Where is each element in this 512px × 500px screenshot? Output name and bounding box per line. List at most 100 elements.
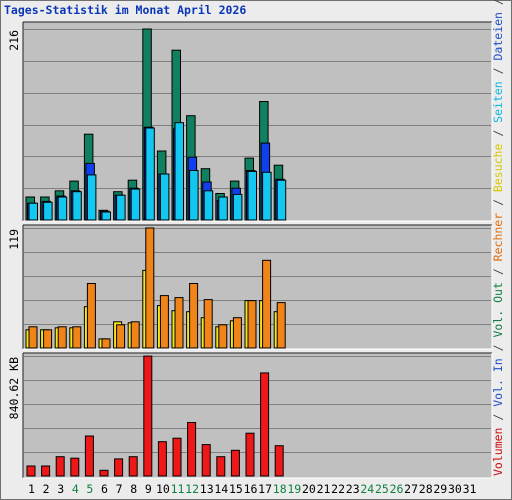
bar-volumen-day-13: [201, 444, 211, 477]
panel-visits-background: [23, 225, 492, 349]
bar-seiten-day-6: [101, 211, 111, 221]
legend-segment-12: Dateien: [491, 12, 505, 60]
bar-volumen-day-5: [84, 435, 94, 477]
bar-rechner-day-2: [43, 329, 53, 349]
bar-seiten-day-2: [43, 201, 53, 221]
x-tick-day-11: 11: [171, 482, 185, 496]
bar-rechner-day-11: [174, 297, 184, 349]
bar-rechner-day-9: [145, 227, 155, 349]
panel-visits: [22, 224, 493, 350]
x-tick-day-28: 28: [419, 482, 433, 496]
bar-rechner-day-18: [276, 302, 286, 349]
legend-segment-6: Rechner: [491, 213, 505, 262]
bar-volumen-day-6: [99, 469, 109, 477]
bar-seiten-day-8: [130, 188, 141, 221]
bar-volumen-day-17: [260, 372, 270, 477]
x-tick-day-6: 6: [101, 482, 108, 496]
bar-rechner-day-14: [218, 324, 228, 349]
y-axis-max-labels: 216 119 840.62 KB: [7, 30, 21, 419]
bar-seiten-day-10: [159, 173, 170, 221]
y-max-label-visits: 119: [7, 229, 21, 250]
bar-rechner-day-12: [189, 283, 199, 349]
bar-seiten-day-13: [203, 190, 214, 221]
legend-segment-0: Volumen: [491, 428, 505, 476]
x-tick-day-9: 9: [145, 482, 152, 496]
legend-segment-2: Vol. In: [491, 358, 505, 406]
chart-panels: [22, 21, 493, 479]
bar-volumen-day-3: [55, 456, 65, 477]
x-tick-day-24: 24: [360, 482, 374, 496]
bar-rechner-day-4: [72, 326, 82, 349]
bar-rechner-day-7: [116, 324, 126, 349]
x-tick-day-2: 2: [43, 482, 50, 496]
x-tick-day-14: 14: [214, 482, 228, 496]
bar-seiten-day-4: [72, 191, 82, 221]
bar-volumen-day-10: [157, 441, 167, 477]
bar-rechner-day-10: [159, 295, 169, 349]
x-tick-day-17: 17: [258, 482, 272, 496]
bar-seiten-day-1: [28, 202, 38, 221]
bar-rechner-day-17: [262, 259, 272, 349]
bar-seiten-day-18: [276, 179, 287, 221]
bar-volumen-day-8: [128, 456, 138, 477]
bar-volumen-day-12: [187, 422, 197, 477]
bar-seiten-day-12: [189, 170, 199, 221]
x-tick-day-22: 22: [331, 482, 345, 496]
legend-segment-10: Seiten: [491, 81, 505, 123]
x-tick-day-19: 19: [287, 482, 301, 496]
x-tick-day-7: 7: [116, 482, 123, 496]
bar-volumen-day-1: [26, 465, 36, 477]
bar-seiten-day-17: [262, 171, 272, 221]
x-tick-day-18: 18: [273, 482, 287, 496]
bar-seiten-day-5: [86, 174, 97, 221]
bar-seiten-day-7: [116, 194, 126, 221]
legend-segment-4: Vol. Out: [491, 282, 505, 337]
bar-rechner-day-13: [203, 299, 213, 349]
bar-rechner-day-1: [28, 326, 38, 349]
bar-volumen-day-14: [216, 456, 226, 477]
x-tick-day-31: 31: [463, 482, 477, 496]
x-tick-day-4: 4: [72, 482, 79, 496]
bar-volumen-day-11: [172, 437, 182, 477]
legend-segment-3: /: [491, 338, 505, 359]
bar-rechner-day-8: [130, 321, 140, 349]
x-tick-day-21: 21: [317, 482, 331, 496]
bar-volumen-day-4: [70, 457, 80, 477]
x-tick-day-25: 25: [375, 482, 389, 496]
bar-volumen-day-2: [41, 465, 51, 477]
x-tick-day-13: 13: [200, 482, 214, 496]
bar-rechner-day-3: [57, 326, 67, 349]
bar-rechner-day-16: [247, 300, 257, 349]
panel-volume-background: [23, 353, 492, 478]
x-tick-day-20: 20: [302, 482, 316, 496]
bar-seiten-day-11: [174, 122, 184, 221]
bar-seiten-day-9: [145, 127, 155, 221]
chart-title: Tages-Statistik im Monat April 2026: [4, 3, 246, 17]
y-max-label-volume: 840.62 KB: [7, 357, 21, 419]
legend-segment-9: /: [491, 123, 505, 144]
panel-requests: [22, 21, 493, 222]
legend-segment-11: /: [491, 61, 505, 82]
bar-seiten-day-16: [247, 170, 257, 221]
x-tick-day-30: 30: [448, 482, 462, 496]
legend-segment-1: /: [491, 407, 505, 428]
series-rechner: [28, 227, 286, 349]
bar-volumen-day-16: [245, 432, 255, 477]
legend-segment-7: /: [491, 192, 505, 213]
x-tick-day-1: 1: [28, 482, 35, 496]
bar-seiten-day-3: [57, 196, 68, 221]
bar-rechner-day-6: [101, 338, 111, 349]
x-tick-day-10: 10: [156, 482, 170, 496]
x-axis-day-labels: 1 2 3 4 5 6 7 8 9 10 11 12 13 14 15 16 17 18 19 20 21 22 23 24 2…: [28, 482, 476, 496]
bar-rechner-day-15: [232, 317, 242, 349]
bar-seiten-day-15: [232, 193, 243, 221]
y-max-label-requests: 216: [7, 30, 21, 51]
bar-rechner-day-5: [86, 283, 96, 349]
x-tick-day-16: 16: [244, 482, 258, 496]
x-tick-day-3: 3: [57, 482, 64, 496]
x-tick-day-26: 26: [390, 482, 404, 496]
x-tick-day-15: 15: [229, 482, 243, 496]
bar-seiten-day-14: [218, 196, 228, 221]
